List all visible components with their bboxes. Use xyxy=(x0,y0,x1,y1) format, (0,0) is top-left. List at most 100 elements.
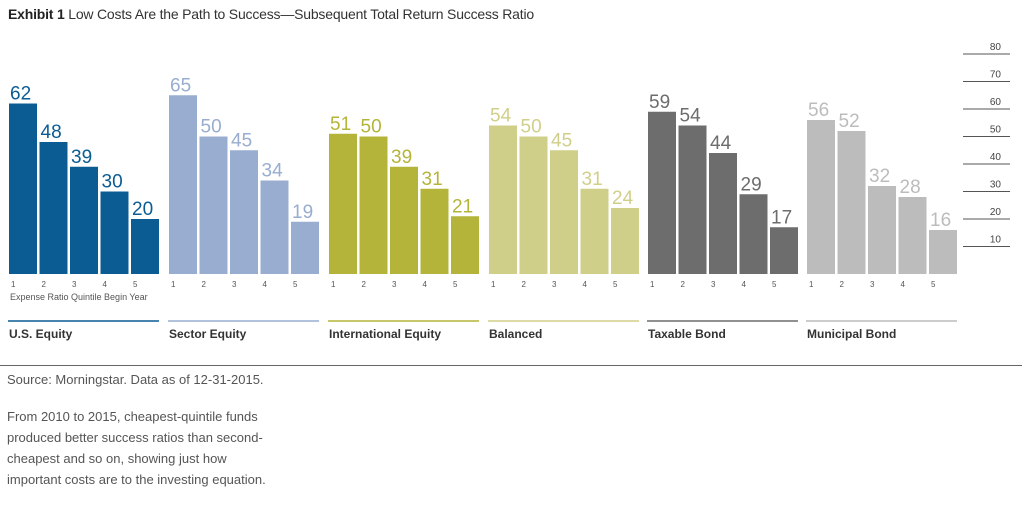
exhibit-title: Low Costs Are the Path to Success—Subseq… xyxy=(68,6,534,22)
bar xyxy=(580,188,609,274)
bar xyxy=(898,197,927,274)
x-tick-label: 4 xyxy=(901,280,906,289)
bar-value-label: 17 xyxy=(771,207,792,228)
bar xyxy=(519,136,548,274)
bar-value-label: 34 xyxy=(262,161,284,182)
bar xyxy=(359,136,388,274)
y-tick-label: 60 xyxy=(990,97,1002,108)
x-tick-label: 3 xyxy=(711,280,716,289)
bar-value-label: 31 xyxy=(422,169,443,190)
bar-value-label: 39 xyxy=(391,147,412,168)
bar-value-label: 31 xyxy=(582,169,603,190)
x-tick-label: 4 xyxy=(263,280,268,289)
x-tick-label: 2 xyxy=(522,280,527,289)
bar-value-label: 44 xyxy=(710,133,732,154)
bar-value-label: 28 xyxy=(900,177,921,198)
x-tick-label: 1 xyxy=(331,280,336,289)
x-tick-label: 1 xyxy=(650,280,655,289)
bar xyxy=(100,191,129,274)
x-tick-label: 1 xyxy=(11,280,16,289)
bar-value-label: 51 xyxy=(330,114,351,135)
x-tick-label: 4 xyxy=(423,280,428,289)
bar-value-label: 24 xyxy=(612,188,634,209)
x-tick-label: 4 xyxy=(742,280,747,289)
bar xyxy=(420,188,449,274)
bar xyxy=(648,111,676,274)
x-tick-label: 3 xyxy=(552,280,557,289)
x-tick-label: 2 xyxy=(202,280,207,289)
bar-value-label: 50 xyxy=(201,117,222,138)
x-tick-label: 3 xyxy=(232,280,237,289)
bar xyxy=(230,150,258,274)
bar-value-label: 39 xyxy=(71,147,92,168)
bar xyxy=(39,142,68,274)
bar-value-label: 32 xyxy=(869,166,890,187)
bar-value-label: 30 xyxy=(102,172,123,193)
x-tick-label: 4 xyxy=(583,280,588,289)
bar xyxy=(329,133,357,274)
bar xyxy=(868,186,896,274)
bar-value-label: 20 xyxy=(132,199,153,220)
bar xyxy=(131,219,159,274)
bar-value-label: 19 xyxy=(292,202,313,223)
bar-value-label: 45 xyxy=(231,130,252,151)
series-name: Municipal Bond xyxy=(807,327,896,341)
bar-value-label: 54 xyxy=(680,106,702,127)
x-tick-label: 1 xyxy=(809,280,814,289)
x-tick-label: 4 xyxy=(103,280,108,289)
x-tick-label: 5 xyxy=(293,280,298,289)
y-tick-label: 50 xyxy=(990,125,1002,136)
bar xyxy=(929,230,957,274)
bar xyxy=(489,125,517,274)
x-tick-label: 5 xyxy=(613,280,618,289)
x-tick-label: 2 xyxy=(362,280,367,289)
description-note: From 2010 to 2015, cheapest-quintile fun… xyxy=(7,409,266,487)
y-tick-label: 80 xyxy=(990,42,1002,53)
bar xyxy=(70,166,98,274)
bar-value-label: 65 xyxy=(170,75,191,96)
bar xyxy=(678,125,707,274)
bar-value-label: 16 xyxy=(930,210,951,231)
footer-divider xyxy=(0,365,1022,366)
bar-value-label: 59 xyxy=(649,92,670,113)
bar xyxy=(390,166,418,274)
source-note: Source: Morningstar. Data as of 12-31-20… xyxy=(7,372,264,387)
y-tick-label: 40 xyxy=(990,152,1002,163)
bar xyxy=(9,103,37,274)
x-tick-label: 2 xyxy=(42,280,47,289)
series-name: Balanced xyxy=(489,327,542,341)
x-tick-label: 5 xyxy=(133,280,138,289)
x-tick-label: 3 xyxy=(870,280,875,289)
bar-value-label: 50 xyxy=(521,117,542,138)
bar xyxy=(550,150,578,274)
bar-value-label: 62 xyxy=(10,84,31,105)
series-name: Sector Equity xyxy=(169,327,247,341)
bar xyxy=(611,208,639,274)
bar xyxy=(837,131,866,274)
bar-value-label: 21 xyxy=(452,196,473,217)
bar xyxy=(807,120,835,274)
bar xyxy=(291,221,319,274)
bar xyxy=(169,95,197,274)
exhibit-label: Exhibit 1 xyxy=(8,6,65,22)
chart-title: Exhibit 1 Low Costs Are the Path to Succ… xyxy=(8,6,534,22)
bar-value-label: 52 xyxy=(839,111,860,132)
x-tick-label: 5 xyxy=(772,280,777,289)
series-name: Taxable Bond xyxy=(648,327,726,341)
x-tick-label: 3 xyxy=(72,280,77,289)
x-tick-label: 2 xyxy=(840,280,845,289)
bar xyxy=(451,216,479,274)
x-tick-label: 3 xyxy=(392,280,397,289)
bar-value-label: 45 xyxy=(551,130,572,151)
series-name: International Equity xyxy=(329,327,441,341)
x-tick-label: 5 xyxy=(453,280,458,289)
x-tick-label: 5 xyxy=(931,280,936,289)
bar-value-label: 56 xyxy=(808,100,829,121)
bar-value-label: 50 xyxy=(361,117,382,138)
bar xyxy=(709,153,737,274)
bar-value-label: 54 xyxy=(490,106,512,127)
bar-value-label: 29 xyxy=(741,174,762,195)
bar xyxy=(739,194,768,274)
bar xyxy=(260,180,289,274)
